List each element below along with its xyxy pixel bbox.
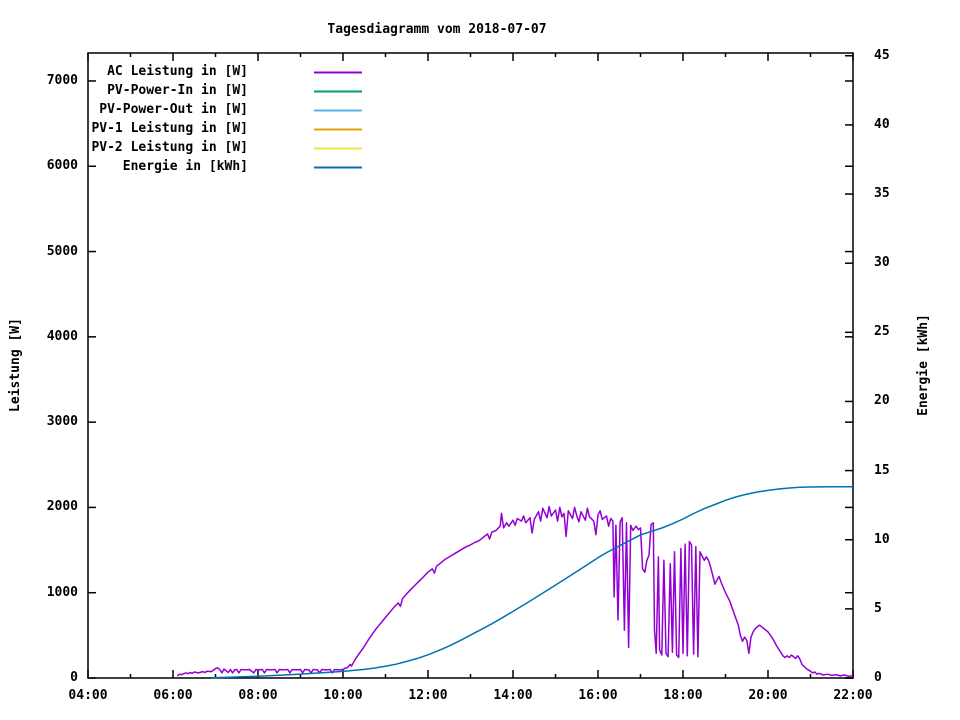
y1-tick-label: 0 [70,670,78,685]
y2-tick-label: 30 [874,255,890,270]
y1-tick-label: 5000 [46,244,78,259]
legend-label-pv1-leistung: PV-1 Leistung in [W] [91,121,248,136]
legend-label-pv-power-out: PV-Power-Out in [W] [99,102,248,117]
y1-tick-label: 2000 [46,499,78,514]
y2-tick-label: 10 [874,532,890,547]
x-tick-label: 10:00 [323,688,363,703]
y1-tick-label: 3000 [46,414,78,429]
legend-label-ac-leistung: AC Leistung in [W] [107,64,248,79]
chart-title: Tagesdiagramm vom 2018-07-07 [327,22,547,37]
x-tick-label: 06:00 [153,688,193,703]
y1-tick-label: 1000 [46,585,78,600]
x-tick-label: 08:00 [238,688,278,703]
legend-label-pv-power-in: PV-Power-In in [W] [107,83,248,98]
y1-tick-label: 7000 [46,73,78,88]
legend-label-energie: Energie in [kWh] [122,159,248,174]
y1-tick-label: 6000 [46,158,78,173]
x-tick-label: 16:00 [578,688,618,703]
x-tick-label: 12:00 [408,688,448,703]
y2-tick-label: 45 [874,48,890,63]
y2-tick-label: 25 [874,324,890,339]
y2-tick-label: 40 [874,117,890,132]
y2-tick-label: 35 [874,186,890,201]
x-tick-label: 20:00 [748,688,788,703]
legend-label-pv2-leistung: PV-2 Leistung in [W] [91,140,248,155]
x-tick-label: 04:00 [68,688,108,703]
x-tick-label: 22:00 [833,688,873,703]
y2-tick-label: 0 [874,670,882,685]
x-tick-label: 18:00 [663,688,703,703]
y2-tick-label: 15 [874,463,890,478]
y2-tick-label: 5 [874,601,882,616]
y2-tick-label: 20 [874,393,890,408]
x-tick-label: 14:00 [493,688,533,703]
y1-tick-label: 4000 [46,329,78,344]
